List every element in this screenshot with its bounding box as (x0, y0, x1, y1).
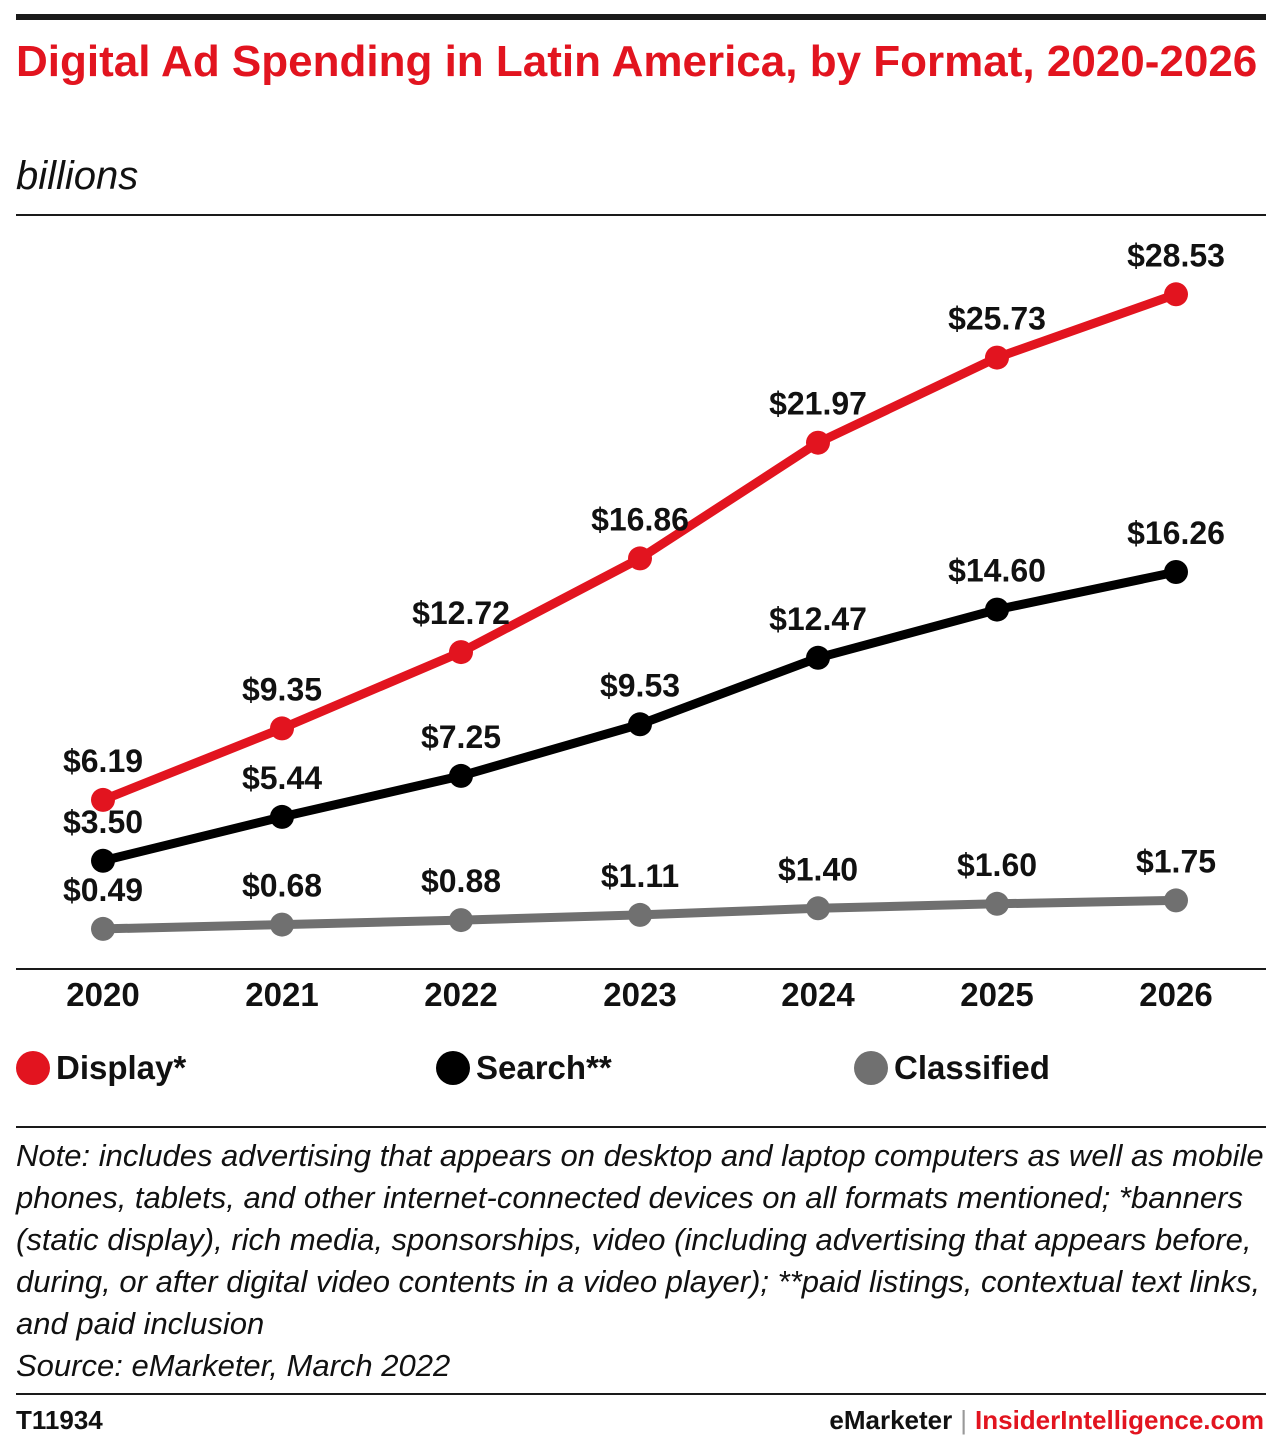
data-label-display: $16.86 (591, 501, 689, 537)
note-rule (16, 1126, 1266, 1128)
data-label-display: $21.97 (769, 386, 867, 422)
data-label-display: $12.72 (412, 595, 510, 631)
data-label-classified: $1.75 (1136, 843, 1216, 879)
data-label-search: $7.25 (421, 719, 501, 755)
legend-marker-classified (854, 1051, 888, 1085)
brand-credit: eMarketer | InsiderIntelligence.com (829, 1405, 1264, 1436)
data-point-classified (91, 916, 115, 941)
data-label-classified: $1.60 (957, 847, 1037, 883)
chart-code: T11934 (16, 1405, 103, 1435)
data-point-search (270, 804, 294, 829)
brand-insider-intelligence: InsiderIntelligence.com (975, 1405, 1264, 1435)
data-point-classified (270, 912, 294, 937)
data-point-classified (985, 891, 1009, 916)
data-point-display (806, 430, 830, 455)
data-label-classified: $0.88 (421, 863, 501, 899)
legend-label-search: Search** (476, 1049, 612, 1086)
data-point-display (628, 546, 652, 571)
x-tick-label: 2023 (603, 976, 676, 1013)
data-label-search: $12.47 (769, 601, 867, 637)
data-label-search: $14.60 (948, 553, 1046, 589)
legend-marker-display (16, 1051, 50, 1085)
subtitle-rule (16, 214, 1266, 216)
data-point-search (985, 597, 1009, 622)
data-point-display (270, 716, 294, 741)
data-point-search (449, 763, 473, 788)
source-text: Source: eMarketer, March 2022 (16, 1348, 451, 1383)
data-point-display (1164, 282, 1188, 307)
x-tick-label: 2021 (245, 976, 318, 1013)
brand-separator: | (960, 1405, 968, 1435)
legend-label-display: Display* (56, 1049, 187, 1086)
data-point-classified (1164, 888, 1188, 913)
data-label-search: $9.53 (600, 667, 680, 703)
data-point-classified (628, 902, 652, 927)
data-point-search (806, 645, 830, 670)
x-tick-label: 2022 (424, 976, 497, 1013)
x-tick-label: 2020 (66, 976, 139, 1013)
data-point-classified (806, 896, 830, 921)
data-label-classified: $1.40 (778, 851, 858, 887)
data-label-display: $9.35 (242, 671, 322, 707)
bottom-rule (16, 1393, 1266, 1395)
footnote: Note: includes advertising that appears … (16, 1135, 1266, 1387)
data-point-search (628, 712, 652, 737)
data-label-search: $5.44 (242, 760, 322, 796)
data-point-display (449, 640, 473, 665)
data-label-classified: $1.11 (601, 858, 679, 894)
x-tick-label: 2024 (781, 976, 855, 1013)
data-label-classified: $0.49 (63, 872, 143, 908)
line-chart: 2020 2021 2022 2023 2024 2025 2026 $0.49 $0.68 $0… (16, 237, 1266, 1013)
data-label-search: $16.26 (1127, 515, 1225, 551)
data-label-display: $6.19 (63, 743, 143, 779)
data-point-classified (449, 908, 473, 933)
data-point-search (91, 848, 115, 873)
top-rule (16, 14, 1266, 20)
data-label-display: $25.73 (948, 301, 1046, 337)
chart-title: Digital Ad Spending in Latin America, by… (16, 37, 1258, 86)
legend-marker-search (436, 1051, 470, 1085)
chart-subtitle: billions (16, 154, 139, 198)
data-point-display (985, 345, 1009, 370)
data-label-display: $28.53 (1127, 237, 1225, 273)
legend-item-classified: Classified (854, 1048, 1050, 1088)
data-label-classified: $0.68 (242, 868, 322, 904)
legend-label-classified: Classified (894, 1049, 1050, 1086)
brand-emarketer: eMarketer (829, 1405, 953, 1435)
legend-item-search: Search** (436, 1048, 612, 1088)
legend-item-display: Display* (16, 1048, 186, 1088)
x-tick-label: 2025 (960, 976, 1033, 1013)
note-text: Note: includes advertising that appears … (16, 1138, 1264, 1341)
data-point-search (1164, 560, 1188, 584)
data-point-display (91, 787, 115, 812)
x-tick-label: 2026 (1139, 976, 1212, 1013)
